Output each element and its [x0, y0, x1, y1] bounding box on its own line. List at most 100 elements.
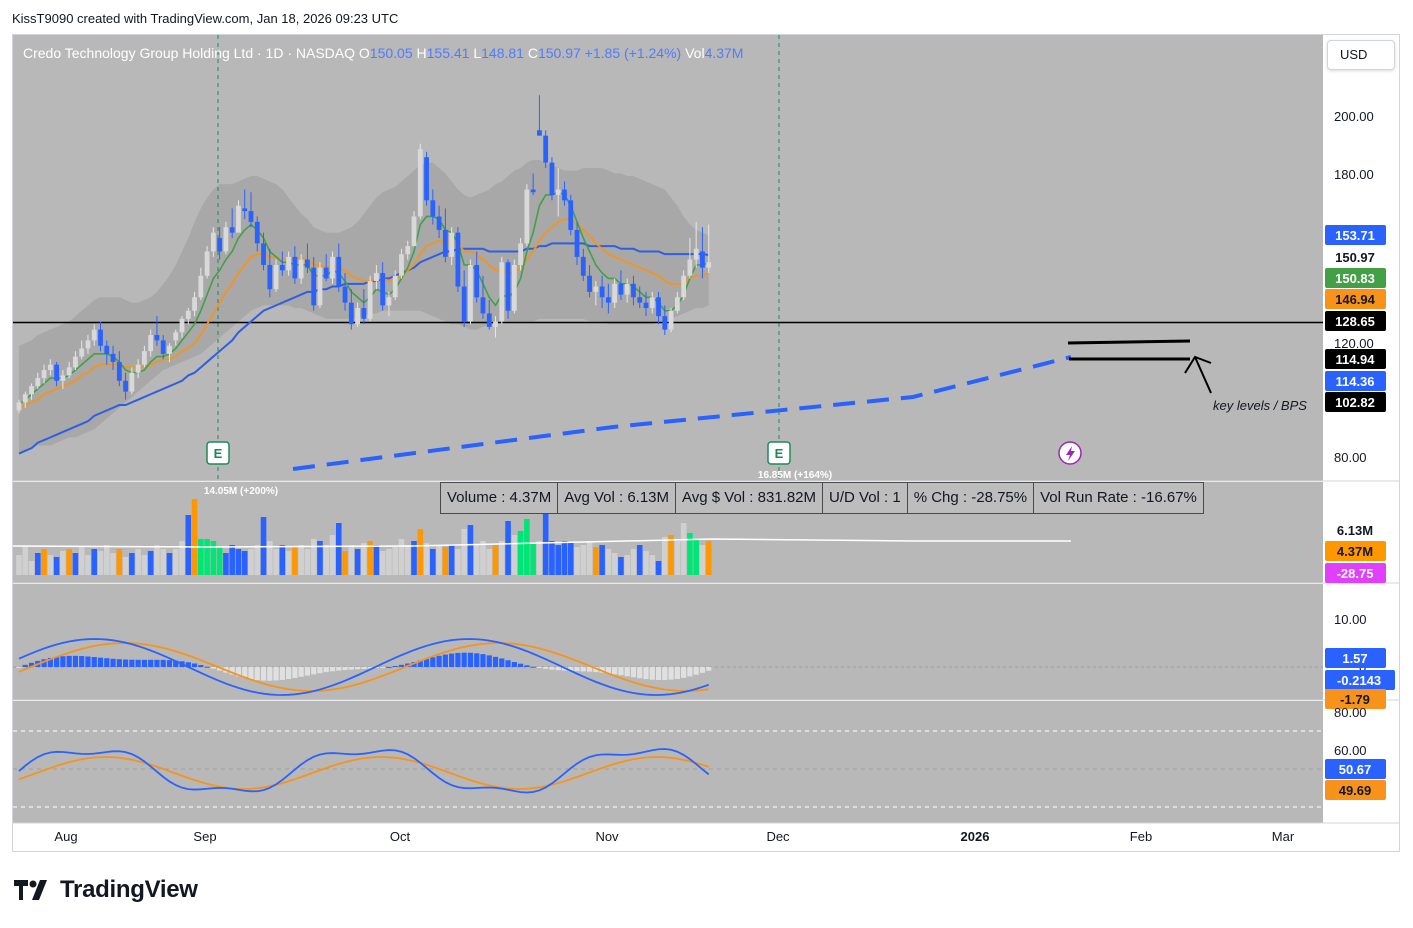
drawn-arrow	[1184, 355, 1212, 394]
stat-avg-vol: Avg Vol : 6.13M	[558, 483, 677, 513]
macd-histogram-bar	[336, 667, 342, 671]
volume-bar	[235, 549, 242, 575]
macd-histogram-bar	[298, 667, 304, 677]
rsi-tag: 50.67	[1325, 759, 1386, 779]
volume-bar	[223, 553, 229, 575]
volume-bar	[172, 549, 179, 575]
volume-bar	[630, 549, 637, 575]
macd-histogram-bar	[329, 667, 336, 672]
volume-bar	[53, 557, 60, 575]
volume-tag-label: -28.75	[1337, 566, 1374, 581]
volume-bar	[580, 545, 587, 575]
avg-volume-line	[13, 538, 1071, 548]
volume-bar	[549, 541, 555, 575]
volume-tag-label: 4.37M	[1337, 544, 1373, 559]
volume-bar	[273, 549, 279, 575]
legend-part: 4.37M	[705, 45, 744, 61]
volume-bar	[292, 547, 298, 575]
macd-histogram-bar	[511, 662, 517, 667]
candle-body	[605, 297, 611, 303]
volume-bar	[78, 547, 85, 575]
time-scale-bg	[13, 824, 1323, 851]
macd-histogram-bar	[267, 667, 273, 681]
candle-body	[674, 297, 680, 311]
time-tick-label: Dec	[766, 829, 790, 844]
volume-bar	[492, 545, 499, 575]
macd-histogram-bar	[135, 659, 141, 667]
candle-body	[649, 297, 655, 309]
volume-bar	[28, 561, 35, 575]
candle-body	[204, 251, 210, 276]
price-tick-label: 180.00	[1334, 167, 1374, 182]
candle-body	[167, 345, 172, 354]
volume-bar	[135, 549, 141, 575]
volume-bar	[66, 549, 72, 575]
earnings-marker: E	[206, 441, 230, 465]
volume-bar	[210, 541, 217, 575]
price-tag: 114.94	[1325, 349, 1386, 369]
volume-bar	[141, 555, 148, 575]
volume-bar	[511, 535, 518, 575]
drawn-level-1	[1067, 339, 1191, 345]
macd-histogram-bar	[122, 659, 129, 667]
price-tag-bg	[1325, 392, 1386, 412]
volume-bar	[517, 531, 524, 575]
volume-bar	[567, 543, 574, 575]
volume-bar	[524, 519, 530, 575]
volume-bar	[442, 547, 449, 575]
candle-body	[524, 189, 530, 244]
macd-histogram-bar	[185, 662, 191, 667]
candle-body	[543, 135, 549, 163]
stat-vol-run-rate: Vol Run Rate : -16.67%	[1040, 489, 1197, 506]
time-tick-label: Feb	[1130, 829, 1152, 844]
price-tag-label: 114.94	[1335, 352, 1375, 367]
macd-histogram-bar	[580, 667, 586, 672]
volume-bar	[473, 545, 480, 575]
volume-bar	[536, 541, 543, 575]
stat-ud-vol: U/D Vol : 1	[823, 483, 908, 513]
candle-body	[706, 262, 712, 268]
time-tick-label: 2026	[961, 829, 990, 844]
time-tick-label: Sep	[193, 829, 216, 844]
volume-bar	[241, 551, 248, 575]
candle-body	[154, 335, 160, 341]
candle-body	[480, 297, 486, 314]
currency-button[interactable]: USD	[1327, 40, 1395, 70]
legend-part: C	[524, 45, 538, 61]
candle-body	[637, 297, 643, 303]
candle-body	[317, 267, 323, 306]
volume-bar	[154, 545, 160, 575]
chart-frame[interactable]: key levels / BPS E E Credo Technology Group…	[12, 34, 1400, 852]
legend-part: 150.05	[370, 45, 413, 61]
tradingview-logo[interactable]: TradingView	[14, 876, 198, 904]
candle-body	[355, 308, 360, 325]
macd-histogram-bar	[461, 652, 467, 667]
legend-part: +1.85 (+1.24%)	[581, 45, 681, 61]
macd-histogram-bar	[681, 667, 687, 678]
price-tag: 146.94	[1325, 289, 1386, 309]
time-tick-label: Mar	[1272, 829, 1295, 844]
volume-bar	[643, 551, 649, 575]
price-tag: 102.82	[1325, 392, 1386, 412]
price-tag-bg	[1325, 247, 1386, 267]
volume-bar	[329, 535, 336, 575]
candle-body	[424, 157, 429, 201]
candle-body	[41, 370, 47, 379]
legend-part: 155.41	[427, 45, 470, 61]
candle-body	[98, 329, 103, 346]
candle-body	[16, 402, 22, 411]
volume-bar	[285, 551, 292, 575]
volume-tag-bg	[1325, 541, 1386, 561]
macd-histogram-bar	[248, 667, 254, 680]
chart-canvas[interactable]: key levels / BPS E E Credo Technology Group…	[13, 35, 1399, 851]
candle-body	[210, 232, 216, 252]
macd-histogram-bar	[323, 667, 329, 673]
volume-tag: 6.13M	[1325, 520, 1386, 540]
candle-body	[656, 297, 661, 317]
candle-body	[110, 353, 116, 362]
macd-histogram-bar	[154, 659, 160, 667]
candle-body	[217, 238, 223, 252]
volume-bar	[361, 543, 367, 575]
macd-histogram-bar	[198, 664, 204, 667]
volume-bar	[467, 525, 474, 575]
